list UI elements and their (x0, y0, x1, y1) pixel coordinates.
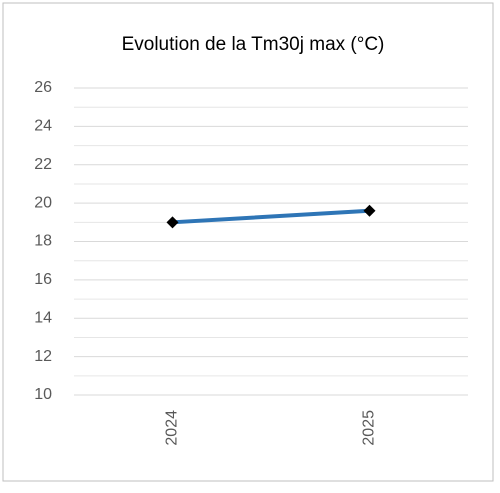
y-tick-label: 14 (34, 309, 52, 326)
marker (363, 204, 376, 217)
y-tick-label: 20 (34, 194, 52, 211)
x-tick-label: 2025 (361, 410, 378, 446)
y-tick-label: 10 (34, 386, 52, 403)
x-tick-label: 2024 (164, 410, 181, 446)
y-tick-label: 26 (34, 79, 52, 96)
y-tick-label: 16 (34, 271, 52, 288)
y-tick-label: 12 (34, 348, 52, 365)
line (170, 208, 372, 225)
marker (166, 216, 179, 229)
y-tick-label: 24 (34, 118, 52, 135)
chart-title: Evolution de la Tm30j max (°C) (122, 34, 385, 55)
y-tick-label: 22 (34, 156, 52, 173)
y-tick-label: 18 (34, 233, 52, 250)
